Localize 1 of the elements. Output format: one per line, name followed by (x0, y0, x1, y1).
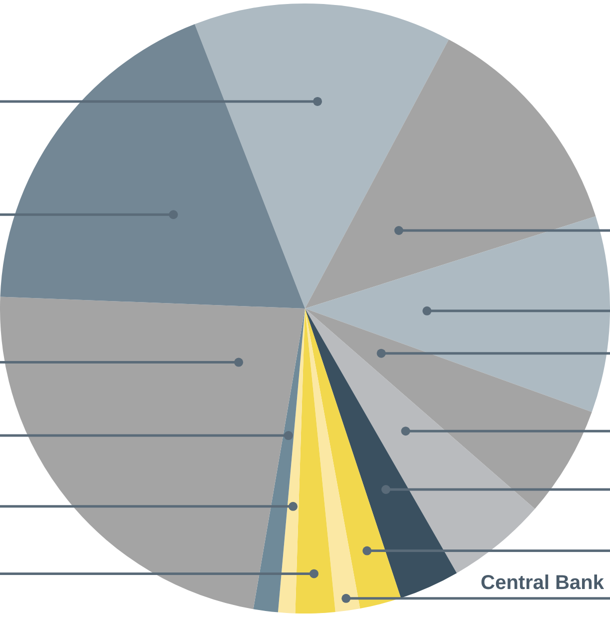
slice-label: Central Bank (480, 572, 605, 594)
